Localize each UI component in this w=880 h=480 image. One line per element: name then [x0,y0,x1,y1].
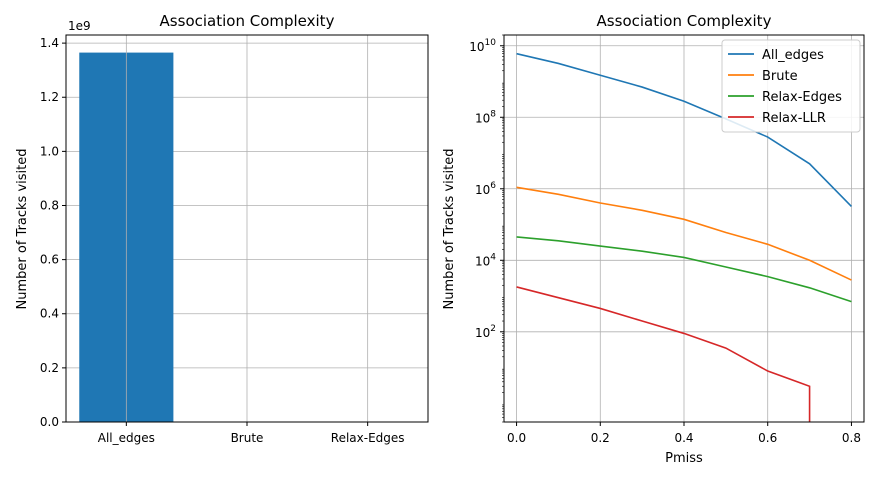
legend-frame [721,39,861,133]
bar-x-tick-label: All_edges [98,431,155,445]
bar-x-tick-label: Brute [231,431,264,445]
legend-label: Relax-Edges [762,90,842,105]
bar-chart-x-ticks: All_edges Brute Relax-Edges [98,422,405,445]
bar-y-tick-label: 0.6 [40,253,59,267]
legend-label: Relax-LLR [762,111,826,126]
bar-chart-y-ticks: 0.0 0.2 0.4 0.6 0.8 1.0 1.2 1.4 [40,36,66,429]
line-chart-y-ticks: 102 104 106 108 1010 [469,34,504,423]
line-chart-title: Association Complexity [597,12,772,30]
legend-label: Brute [762,69,798,84]
bar-y-tick-label: 0.2 [40,361,59,375]
line-chart-series [516,52,853,422]
line-y-tick-label: 104 [475,252,496,268]
line-chart-x-ticks: 0.0 0.2 0.4 0.6 0.8 [507,422,861,445]
bar-chart-offset-label: 1e9 [68,19,91,33]
line-x-tick-label: 0.8 [842,431,861,445]
line-y-tick-label: 102 [475,324,496,340]
bar-chart-y-label: Number of Tracks visited [15,149,30,310]
bar-chart-title: Association Complexity [160,12,335,30]
line-x-tick-label: 0.2 [591,431,610,445]
bar-y-tick-label: 1.4 [40,36,59,50]
line-chart-y-label: Number of Tracks visited [442,149,457,310]
legend-label: All_edges [762,48,824,63]
line-y-tick-label: 106 [475,181,496,197]
bar-y-tick-label: 0.0 [40,415,59,429]
line-y-tick-label: 1010 [469,38,496,54]
bar-y-tick-label: 1.0 [40,144,59,158]
bar-chart-vgrid [125,35,369,422]
bar-chart: Association Complexity 0.0 0.2 0.4 0.6 0.8 1.… [15,12,429,445]
legend: All_edges Brute Relax-Edges Relax-LLR [721,39,861,133]
series-relax-llr [516,286,811,422]
bar-y-tick-label: 0.8 [40,198,59,212]
series-brute [516,186,852,281]
series-relax-edges [516,236,852,303]
series-all-edges [516,52,853,208]
line-chart: Association Complexity 1021041061081010 … [442,12,865,466]
bar-x-tick-label: Relax-Edges [331,431,405,445]
line-y-tick-label: 108 [475,109,496,125]
bar-y-tick-label: 1.2 [40,90,59,104]
line-x-tick-label: 0.0 [507,431,526,445]
line-chart-x-label: Pmiss [665,451,703,466]
line-x-tick-label: 0.4 [674,431,693,445]
bar-y-tick-label: 0.4 [40,307,59,321]
line-x-tick-label: 0.6 [758,431,777,445]
